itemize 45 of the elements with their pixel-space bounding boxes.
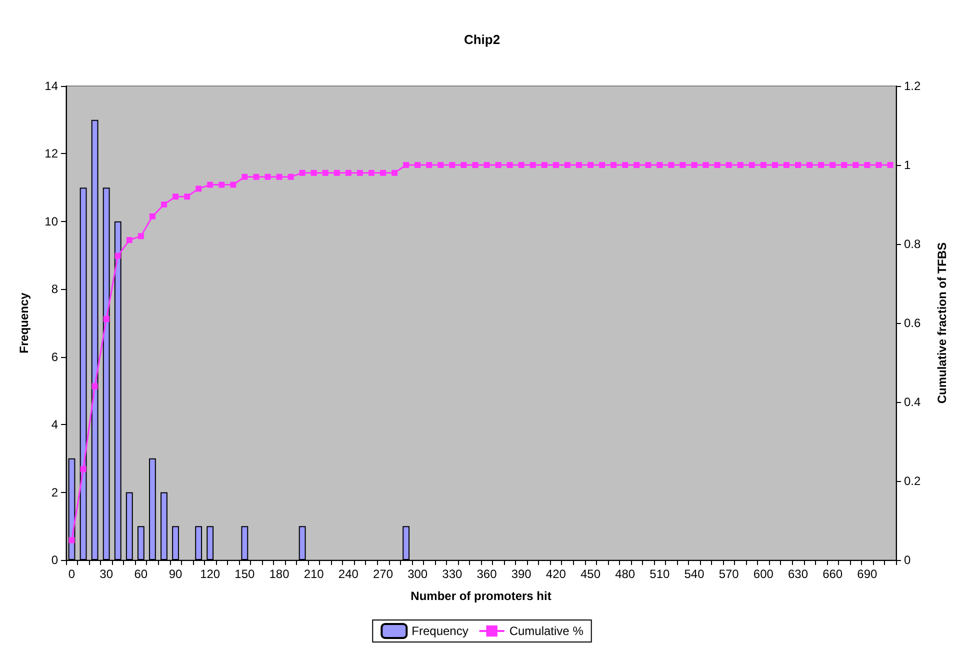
y-axis-title: Frequency (17, 292, 31, 354)
y2-tick-label: 0 (904, 553, 911, 567)
x-tick-label: 540 (684, 567, 705, 581)
x-tick-label: 270 (373, 567, 394, 581)
x-tick-label: 240 (338, 567, 359, 581)
x-tick-label: 420 (546, 567, 566, 581)
y2-tick-label: 0.4 (904, 395, 922, 409)
x-tick-label: 210 (304, 567, 324, 581)
x-tick-label: 30 (100, 567, 114, 581)
y2-axis-title: Cumulative fraction of TFBS (935, 242, 949, 404)
x-tick-label: 600 (753, 567, 774, 581)
x-tick-label: 300 (408, 567, 428, 581)
x-tick-label: 630 (788, 567, 808, 581)
chart-title: Chip2 (464, 32, 500, 47)
x-tick-label: 60 (134, 567, 148, 581)
x-tick-label: 0 (68, 567, 76, 581)
x-tick-label: 570 (718, 567, 740, 581)
y-tick-label: 2 (51, 485, 58, 500)
x-tick-label: 480 (615, 567, 636, 581)
y2-tick-label: 0.6 (904, 316, 922, 330)
x-tick-label: 450 (580, 567, 601, 581)
x-tick-label: 150 (234, 567, 256, 581)
y-tick-label: 12 (44, 146, 58, 161)
y2-tick-label: 1.2 (904, 79, 922, 93)
y-tick-label: 10 (44, 214, 58, 228)
x-tick-label: 180 (269, 567, 290, 581)
y-tick-label: 4 (51, 418, 58, 432)
x-tick-label: 360 (476, 567, 498, 581)
y-tick-label: 14 (44, 79, 58, 93)
legend-label: Frequency (412, 624, 468, 638)
y2-tick-label: 1 (904, 158, 911, 172)
y-tick-label: 8 (51, 282, 58, 296)
x-tick-label: 90 (168, 567, 183, 581)
y-tick-label: 0 (51, 553, 58, 567)
x-tick-label: 120 (200, 567, 220, 581)
x-tick-label: 390 (511, 567, 532, 581)
x-tick-label: 510 (650, 567, 670, 581)
x-axis-title: Number of promoters hit (410, 589, 552, 603)
y-tick-label: 6 (51, 350, 58, 364)
x-tick-label: 330 (442, 567, 463, 581)
y2-tick-label: 0.2 (904, 474, 922, 488)
y2-tick-label: 0.8 (904, 237, 922, 251)
legend-label: Cumulative % (509, 624, 584, 638)
x-tick-label: 660 (822, 567, 843, 581)
x-tick-label: 690 (857, 567, 878, 581)
